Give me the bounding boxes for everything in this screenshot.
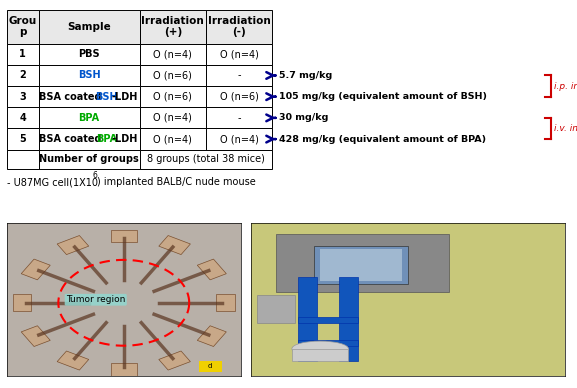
Bar xyxy=(111,230,137,242)
Bar xyxy=(206,43,272,65)
Bar xyxy=(57,351,89,370)
Text: -: - xyxy=(237,113,241,123)
Text: BPA: BPA xyxy=(96,134,117,144)
Text: d: d xyxy=(208,364,212,369)
Bar xyxy=(140,65,206,86)
Text: BSA coated: BSA coated xyxy=(39,134,104,144)
Bar xyxy=(140,10,206,43)
Bar xyxy=(339,277,358,361)
Bar xyxy=(7,10,39,43)
Bar xyxy=(39,86,140,107)
Bar xyxy=(320,249,402,281)
Text: 428 mg/kg (equivalent amount of BPA): 428 mg/kg (equivalent amount of BPA) xyxy=(279,135,486,144)
Text: 6: 6 xyxy=(93,171,98,180)
Text: 30 mg/kg: 30 mg/kg xyxy=(279,113,328,122)
Text: 2: 2 xyxy=(20,71,26,80)
Text: Tumor region: Tumor region xyxy=(66,295,125,304)
Bar xyxy=(206,86,272,107)
Bar xyxy=(159,236,190,255)
Bar xyxy=(206,128,272,150)
Bar xyxy=(206,107,272,128)
Bar xyxy=(140,107,206,128)
Bar xyxy=(57,236,89,255)
Bar xyxy=(292,349,349,361)
Bar xyxy=(39,43,140,65)
Text: - U87MG cell(1X10: - U87MG cell(1X10 xyxy=(7,177,98,187)
Bar xyxy=(39,65,140,86)
Bar xyxy=(13,294,32,311)
Bar xyxy=(39,10,140,43)
Bar xyxy=(216,294,235,311)
Bar xyxy=(159,351,190,370)
Text: O (n=6): O (n=6) xyxy=(153,71,192,80)
Text: -LDH: -LDH xyxy=(111,92,138,102)
Text: O (n=4): O (n=4) xyxy=(220,49,258,59)
Bar xyxy=(39,128,140,150)
Text: BSH: BSH xyxy=(78,71,100,80)
Text: i.v. injection: i.v. injection xyxy=(554,124,577,133)
Text: Grou
p: Grou p xyxy=(9,16,37,38)
Text: Irradiation
(+): Irradiation (+) xyxy=(141,16,204,38)
Bar xyxy=(7,43,39,65)
Bar xyxy=(298,277,317,361)
Text: BSH: BSH xyxy=(96,92,118,102)
Text: ) implanted BALB/C nude mouse: ) implanted BALB/C nude mouse xyxy=(97,177,256,187)
Text: O (n=4): O (n=4) xyxy=(220,134,258,144)
Text: -LDH: -LDH xyxy=(111,134,138,144)
Bar xyxy=(298,340,358,346)
Text: PBS: PBS xyxy=(78,49,100,59)
Text: 3: 3 xyxy=(20,92,26,102)
Text: O (n=6): O (n=6) xyxy=(220,92,258,102)
Text: Irradiation
(-): Irradiation (-) xyxy=(208,16,271,38)
Bar xyxy=(39,150,140,169)
Text: O (n=4): O (n=4) xyxy=(153,49,192,59)
Bar xyxy=(39,107,140,128)
Bar xyxy=(7,107,39,128)
Bar xyxy=(140,43,206,65)
Text: -: - xyxy=(237,71,241,80)
Bar xyxy=(257,295,295,323)
Bar xyxy=(7,86,39,107)
Bar xyxy=(111,363,137,376)
Text: O (n=4): O (n=4) xyxy=(153,113,192,123)
Bar xyxy=(298,317,358,323)
Bar xyxy=(7,128,39,150)
Text: 8 groups (total 38 mice): 8 groups (total 38 mice) xyxy=(147,154,265,164)
Text: 4: 4 xyxy=(20,113,26,123)
Bar xyxy=(197,259,226,280)
Bar xyxy=(314,246,409,284)
Bar xyxy=(206,65,272,86)
Bar xyxy=(197,326,226,346)
Text: 5: 5 xyxy=(20,134,26,144)
Bar xyxy=(21,326,50,346)
Text: 105 mg/kg (equivalent amount of BSH): 105 mg/kg (equivalent amount of BSH) xyxy=(279,92,486,101)
Bar xyxy=(206,10,272,43)
Bar xyxy=(140,128,206,150)
Bar xyxy=(140,86,206,107)
Bar xyxy=(198,361,222,372)
Bar xyxy=(140,150,272,169)
Text: O (n=6): O (n=6) xyxy=(153,92,192,102)
Text: Sample: Sample xyxy=(68,22,111,32)
Text: 1: 1 xyxy=(20,49,26,59)
Text: O (n=4): O (n=4) xyxy=(153,134,192,144)
Text: Number of groups: Number of groups xyxy=(39,154,139,164)
Bar xyxy=(7,65,39,86)
Text: BPA: BPA xyxy=(78,113,100,123)
Bar xyxy=(21,259,50,280)
Text: 5.7 mg/kg: 5.7 mg/kg xyxy=(279,71,332,80)
Bar xyxy=(7,150,39,169)
Bar xyxy=(276,234,449,292)
Text: i.p. injection: i.p. injection xyxy=(554,81,577,90)
Text: BSA coated: BSA coated xyxy=(39,92,104,102)
Ellipse shape xyxy=(292,341,349,357)
